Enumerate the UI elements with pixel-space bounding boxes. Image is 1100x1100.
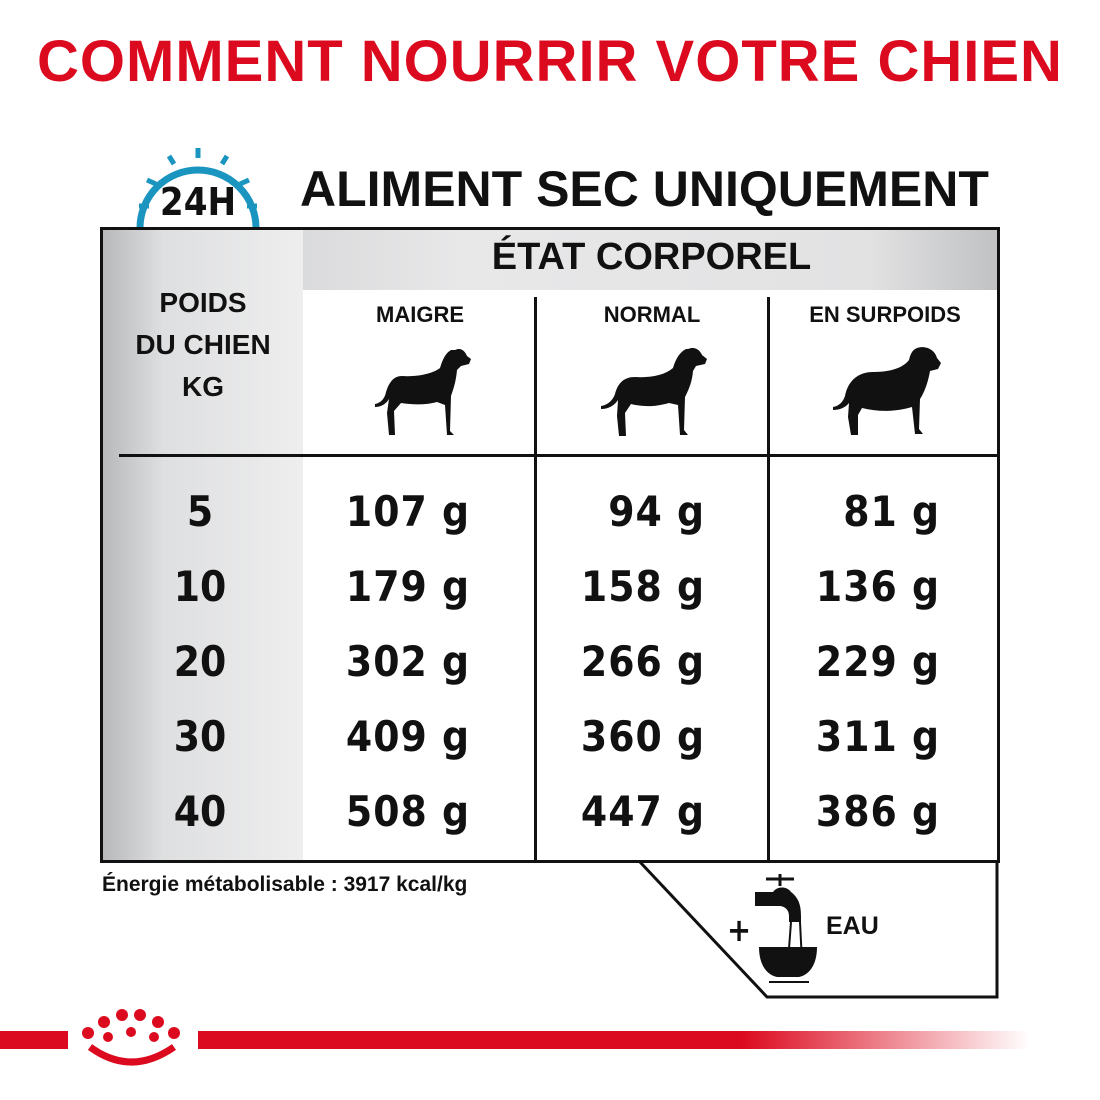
water-label: EAU — [826, 912, 879, 940]
ration-cell: 360 g — [580, 712, 705, 761]
feeding-table: ÉTAT CORPOREL POIDS DU CHIEN KG MAIGRE N… — [100, 227, 1000, 863]
ration-cell: 447 g — [580, 787, 705, 836]
weight-header: POIDS DU CHIEN KG — [103, 282, 303, 408]
ration-cell: 107 g — [345, 487, 470, 536]
column-header-surpoids: EN SURPOIDS — [809, 302, 961, 327]
ration-cell: 81 g — [843, 487, 940, 536]
weight-value: 10 — [173, 562, 227, 611]
weight-value: 20 — [173, 637, 227, 686]
overweight-dog-icon — [833, 347, 941, 435]
ration-cell: 94 g — [608, 487, 705, 536]
brand-bar — [0, 1031, 1030, 1049]
thin-dog-icon — [375, 348, 471, 435]
ration-cell: 136 g — [815, 562, 940, 611]
crown-logo-bg — [68, 1000, 198, 1080]
weight-header-line: KG — [182, 371, 224, 402]
group-header: ÉTAT CORPOREL — [491, 236, 812, 278]
ration-cell: 508 g — [345, 787, 470, 836]
column-divider — [767, 297, 770, 860]
energy-note: Énergie métabolisable : 3917 kcal/kg — [102, 873, 468, 896]
header-divider — [119, 454, 997, 457]
ration-cell: 266 g — [580, 637, 705, 686]
weight-value: 40 — [173, 787, 227, 836]
water-tap-bowl-icon — [755, 874, 817, 983]
ration-cell: 409 g — [345, 712, 470, 761]
column-divider — [534, 297, 537, 860]
ration-cell: 158 g — [580, 562, 705, 611]
plus-sign: + — [727, 911, 752, 949]
water-box — [638, 860, 999, 999]
column-header-normal: NORMAL — [603, 302, 701, 327]
page-title: COMMENT NOURRIR VOTRE CHIEN — [37, 29, 1063, 94]
ration-cell: 179 g — [345, 562, 470, 611]
column-header-maigre: MAIGRE — [376, 302, 464, 327]
svg-text:24H: 24H — [160, 180, 236, 224]
weight-header-line: POIDS — [159, 287, 247, 318]
normal-dog-icon — [601, 347, 707, 436]
weight-value: 5 — [186, 487, 214, 536]
clock-24h-icon: 24H — [136, 148, 260, 229]
weight-value: 30 — [173, 712, 227, 761]
royal-canin-crown-logo — [82, 1009, 180, 1066]
ration-cell: 229 g — [815, 637, 940, 686]
ration-cell: 302 g — [345, 637, 470, 686]
ration-cell: 311 g — [815, 712, 940, 761]
weight-header-line: DU CHIEN — [135, 329, 271, 360]
section-title: ALIMENT SEC UNIQUEMENT — [300, 161, 989, 217]
ration-cell: 386 g — [815, 787, 940, 836]
